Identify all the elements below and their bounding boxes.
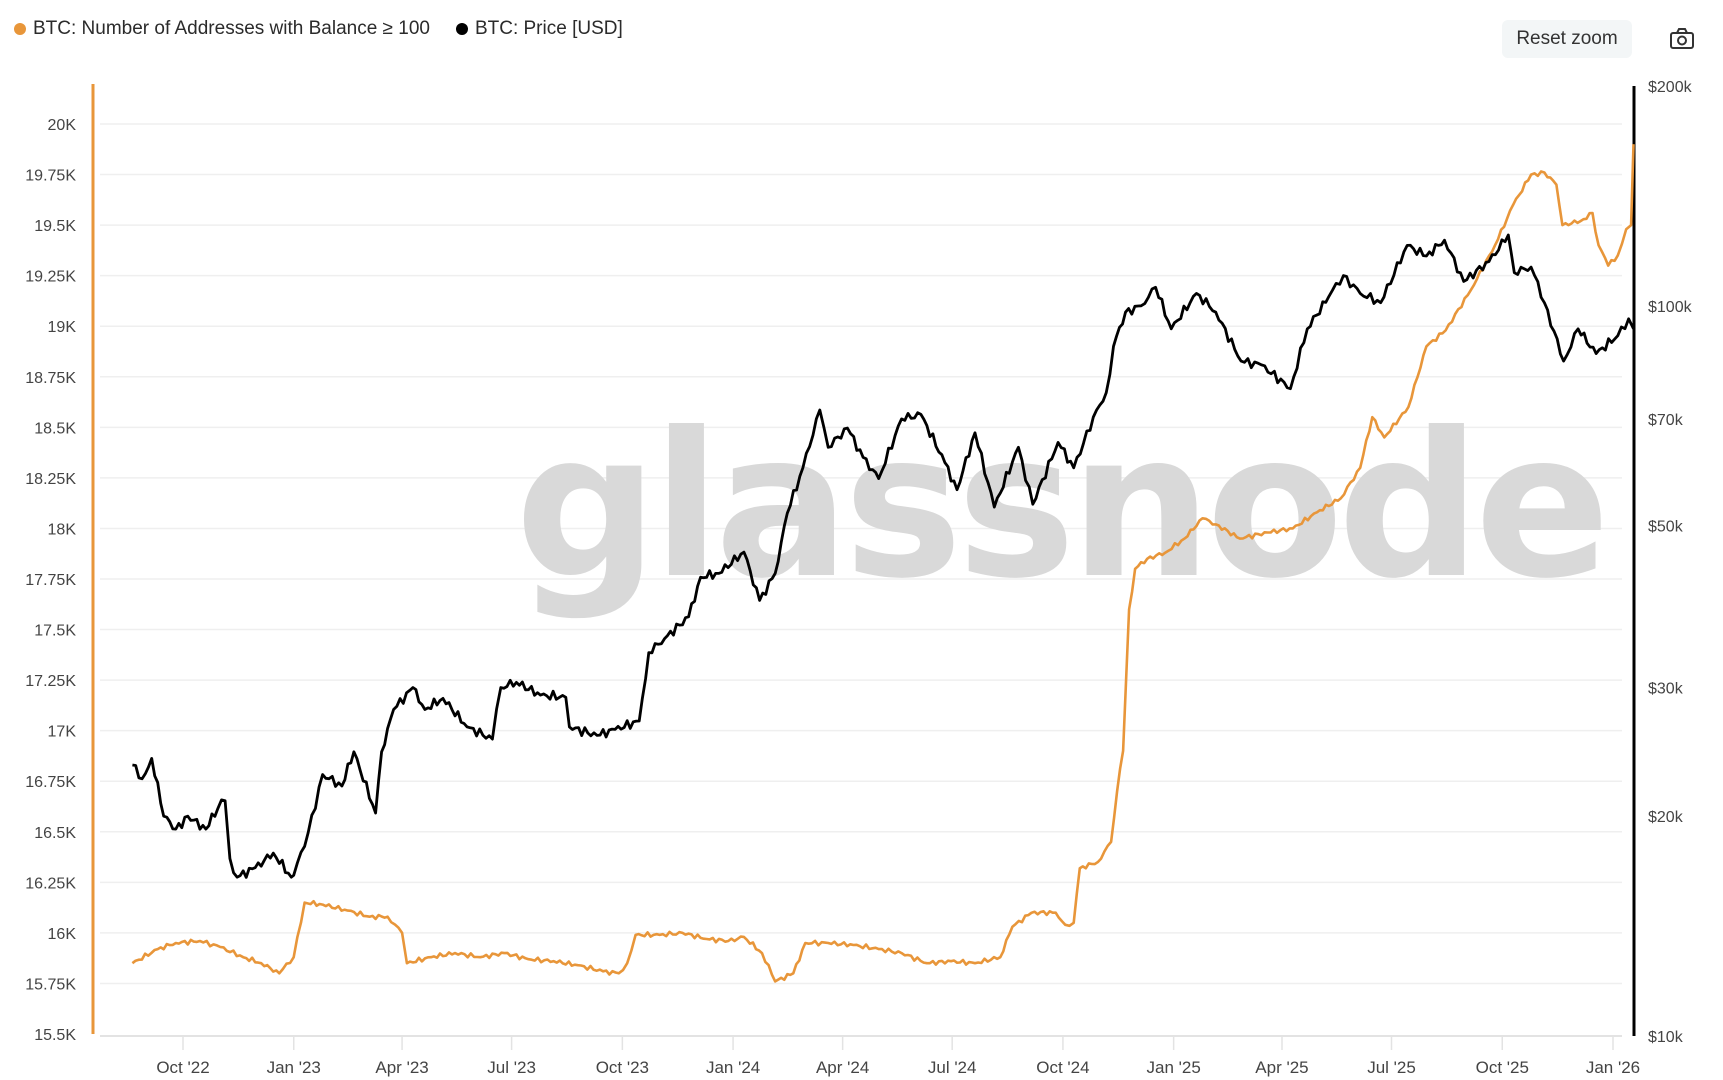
right-tick-label: $100k [1648, 299, 1693, 316]
x-tick-label: Jan '26 [1586, 1058, 1640, 1077]
left-tick-label: 18.5K [34, 420, 76, 437]
left-tick-label: 19.75K [25, 168, 76, 185]
x-tick-label: Jul '23 [487, 1058, 536, 1077]
x-tick-label: Jan '23 [267, 1058, 321, 1077]
right-tick-label: $200k [1648, 79, 1693, 96]
legend-label-price: BTC: Price [USD] [474, 18, 623, 39]
x-tick-label: Oct '23 [596, 1058, 649, 1077]
right-tick-label: $70k [1648, 412, 1684, 429]
addresses-series-line [131, 144, 1635, 983]
legend-label-addresses: BTC: Number of Addresses with Balance ≥ … [33, 18, 430, 39]
x-tick-label: Jan '24 [706, 1058, 760, 1077]
legend-dot-black-icon [455, 23, 468, 35]
left-tick-label: 18K [48, 521, 77, 538]
x-tick-label: Jul '25 [1367, 1058, 1416, 1077]
x-tick-label: Oct '22 [156, 1058, 209, 1077]
x-tick-label: Jan '25 [1146, 1058, 1200, 1077]
left-tick-label: 16K [48, 926, 77, 943]
left-tick-label: 19K [48, 319, 77, 336]
x-tick-label: Jul '24 [928, 1058, 977, 1077]
right-tick-label: $30k [1648, 681, 1684, 698]
legend-item-addresses[interactable]: BTC: Number of Addresses with Balance ≥ … [14, 18, 430, 40]
left-tick-label: 20K [48, 117, 77, 134]
left-tick-label: 19.25K [25, 269, 76, 286]
chart-legend: BTC: Number of Addresses with Balance ≥ … [14, 18, 623, 40]
x-tick-label: Oct '25 [1476, 1058, 1529, 1077]
left-tick-label: 15.75K [25, 976, 76, 993]
left-tick-label: 15.5K [34, 1027, 76, 1044]
right-tick-label: $50k [1648, 519, 1684, 536]
reset-zoom-button[interactable]: Reset zoom [1502, 20, 1632, 58]
left-tick-label: 16.5K [34, 825, 76, 842]
left-tick-label: 17.5K [34, 623, 76, 640]
series-lines [131, 144, 1635, 983]
left-tick-label: 16.25K [25, 875, 76, 892]
left-y-axis: 20K 19.75K 19.5K 19.25K 19K 18.75K 18.5K 18.25K… [25, 117, 76, 1044]
left-tick-label: 18.25K [25, 471, 76, 488]
x-tick-label: Apr '23 [375, 1058, 428, 1077]
left-tick-label: 17.75K [25, 572, 76, 589]
left-tick-label: 17K [48, 724, 77, 741]
left-tick-label: 17.25K [25, 673, 76, 690]
x-axis: Oct '22 Jan '23 Apr '23 Jul '23 Oct '23 Jan '… [156, 1036, 1640, 1077]
grid-lines [100, 123, 1622, 985]
right-tick-label: $20k [1648, 809, 1684, 826]
x-tick-label: Oct '24 [1036, 1058, 1089, 1077]
right-tick-label: $10k [1648, 1029, 1684, 1046]
legend-item-price[interactable]: BTC: Price [USD] [455, 18, 623, 40]
left-tick-label: 19.5K [34, 218, 76, 235]
price-series-line [132, 233, 1635, 879]
right-y-axis: $200k $100k $70k $50k $30k $20k $10k [1648, 79, 1693, 1046]
left-tick-label: 18.75K [25, 370, 76, 387]
legend-dot-orange-icon [14, 23, 26, 35]
watermark: glassnode [515, 390, 1604, 623]
left-tick-label: 16.75K [25, 774, 76, 791]
x-tick-label: Apr '24 [816, 1058, 869, 1077]
camera-icon[interactable] [1668, 26, 1696, 52]
x-tick-label: Apr '25 [1255, 1058, 1308, 1077]
